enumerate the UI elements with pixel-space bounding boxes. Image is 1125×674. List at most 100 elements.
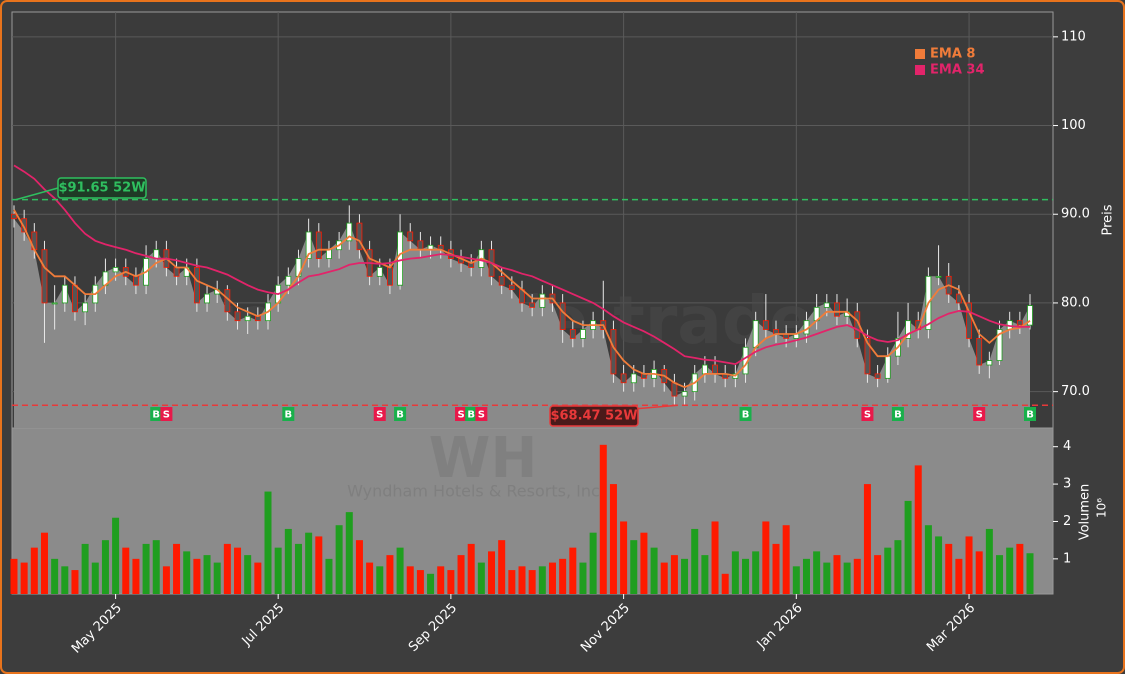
volume-bar	[132, 558, 140, 594]
candle-body	[1016, 320, 1023, 326]
volume-bar	[996, 555, 1004, 594]
candle-body	[41, 249, 48, 304]
candle-body	[955, 293, 962, 304]
volume-bar	[630, 540, 638, 594]
candle-body	[976, 338, 983, 366]
candle-body	[529, 302, 536, 308]
candle-body	[346, 222, 353, 242]
volume-bar	[802, 558, 810, 594]
candle-body	[539, 293, 546, 308]
volume-bar	[538, 566, 546, 594]
candle-body	[569, 329, 576, 339]
candle-body	[112, 267, 119, 273]
volume-bar	[376, 566, 384, 594]
candle-body	[864, 338, 871, 375]
volume-bar	[853, 558, 861, 594]
volume-bar	[1026, 553, 1034, 594]
y-tick-label: 70.0	[1061, 384, 1090, 399]
candle-body	[874, 373, 881, 379]
candle-body	[884, 355, 891, 379]
candle-body	[61, 284, 68, 304]
volume-axis-label: Volumen	[1078, 484, 1093, 541]
volume-bar	[488, 551, 496, 594]
volume-bar	[884, 547, 892, 594]
candle-body	[82, 302, 89, 313]
candle-body	[681, 391, 688, 397]
candle-body	[905, 320, 911, 339]
volume-bar	[162, 566, 170, 594]
level-label: $68.47 52W	[550, 409, 637, 424]
volume-tick-label: 1	[1063, 551, 1071, 566]
volume-tick-label: 4	[1063, 439, 1071, 454]
candle-body	[204, 293, 210, 304]
candle-body	[234, 311, 241, 322]
volume-bar	[914, 465, 922, 594]
candle-body	[326, 249, 332, 259]
volume-bar	[173, 543, 181, 594]
candle-body	[417, 240, 424, 251]
volume-bar	[640, 532, 648, 594]
volume-bar	[254, 562, 262, 594]
volume-bar	[274, 547, 282, 594]
signal-label: S	[163, 410, 170, 421]
volume-bar	[355, 540, 363, 594]
level-label: $91.65 52W	[58, 181, 145, 196]
volume-bar	[325, 558, 333, 594]
signal-label: S	[864, 410, 871, 421]
candle-body	[133, 275, 139, 286]
volume-bar	[762, 521, 770, 594]
volume-bar	[30, 547, 38, 594]
volume-bar	[71, 570, 79, 594]
signal-label: B	[285, 410, 293, 421]
volume-bar	[711, 521, 719, 594]
volume-bar	[112, 517, 120, 594]
candle-body	[966, 302, 972, 339]
signal-label: S	[976, 410, 983, 421]
volume-bar	[782, 525, 790, 594]
volume-bar	[742, 558, 750, 594]
level-box	[57, 177, 147, 199]
volume-bar	[91, 562, 99, 594]
volume-bar	[81, 543, 89, 594]
volume-bar	[701, 555, 709, 594]
candle-body	[305, 231, 312, 259]
volume-bar	[51, 558, 59, 594]
volume-bar	[935, 536, 943, 594]
volume-bar	[955, 558, 963, 594]
candle-body	[11, 213, 17, 220]
candle-body	[996, 329, 1003, 361]
volume-bar	[477, 562, 485, 594]
signal-label: B	[742, 410, 750, 421]
candle-body	[762, 320, 769, 330]
volume-bar	[548, 562, 556, 594]
volume-scale: 10⁶	[1095, 498, 1109, 518]
candle-body	[72, 284, 78, 313]
candle-body	[752, 320, 759, 348]
volume-bar	[518, 566, 526, 594]
ema-line	[13, 209, 1031, 389]
candle-body	[508, 284, 515, 291]
volume-bar	[20, 562, 28, 594]
candle-body	[1027, 305, 1033, 326]
y-tick-label: 90.0	[1061, 207, 1090, 222]
signal-label: B	[1026, 410, 1034, 421]
signal-box	[282, 407, 295, 421]
signal-box	[475, 407, 488, 421]
signal-label: B	[467, 410, 475, 421]
volume-bar	[122, 547, 130, 594]
signal-label: B	[894, 410, 902, 421]
y-tick-label: 100	[1061, 118, 1086, 133]
volume-bar	[894, 540, 902, 594]
volume-bar	[670, 555, 678, 594]
signal-label: S	[376, 410, 383, 421]
volume-bar	[142, 543, 150, 594]
candle-body	[620, 373, 627, 384]
volume-bar	[203, 555, 211, 594]
symbol-watermark: WH	[429, 426, 538, 491]
volume-bar	[335, 525, 343, 594]
volume-bar	[833, 555, 841, 594]
candle-body	[712, 364, 718, 375]
volume-bar	[945, 543, 953, 594]
volume-bar	[965, 536, 973, 594]
candle-body	[701, 364, 708, 375]
